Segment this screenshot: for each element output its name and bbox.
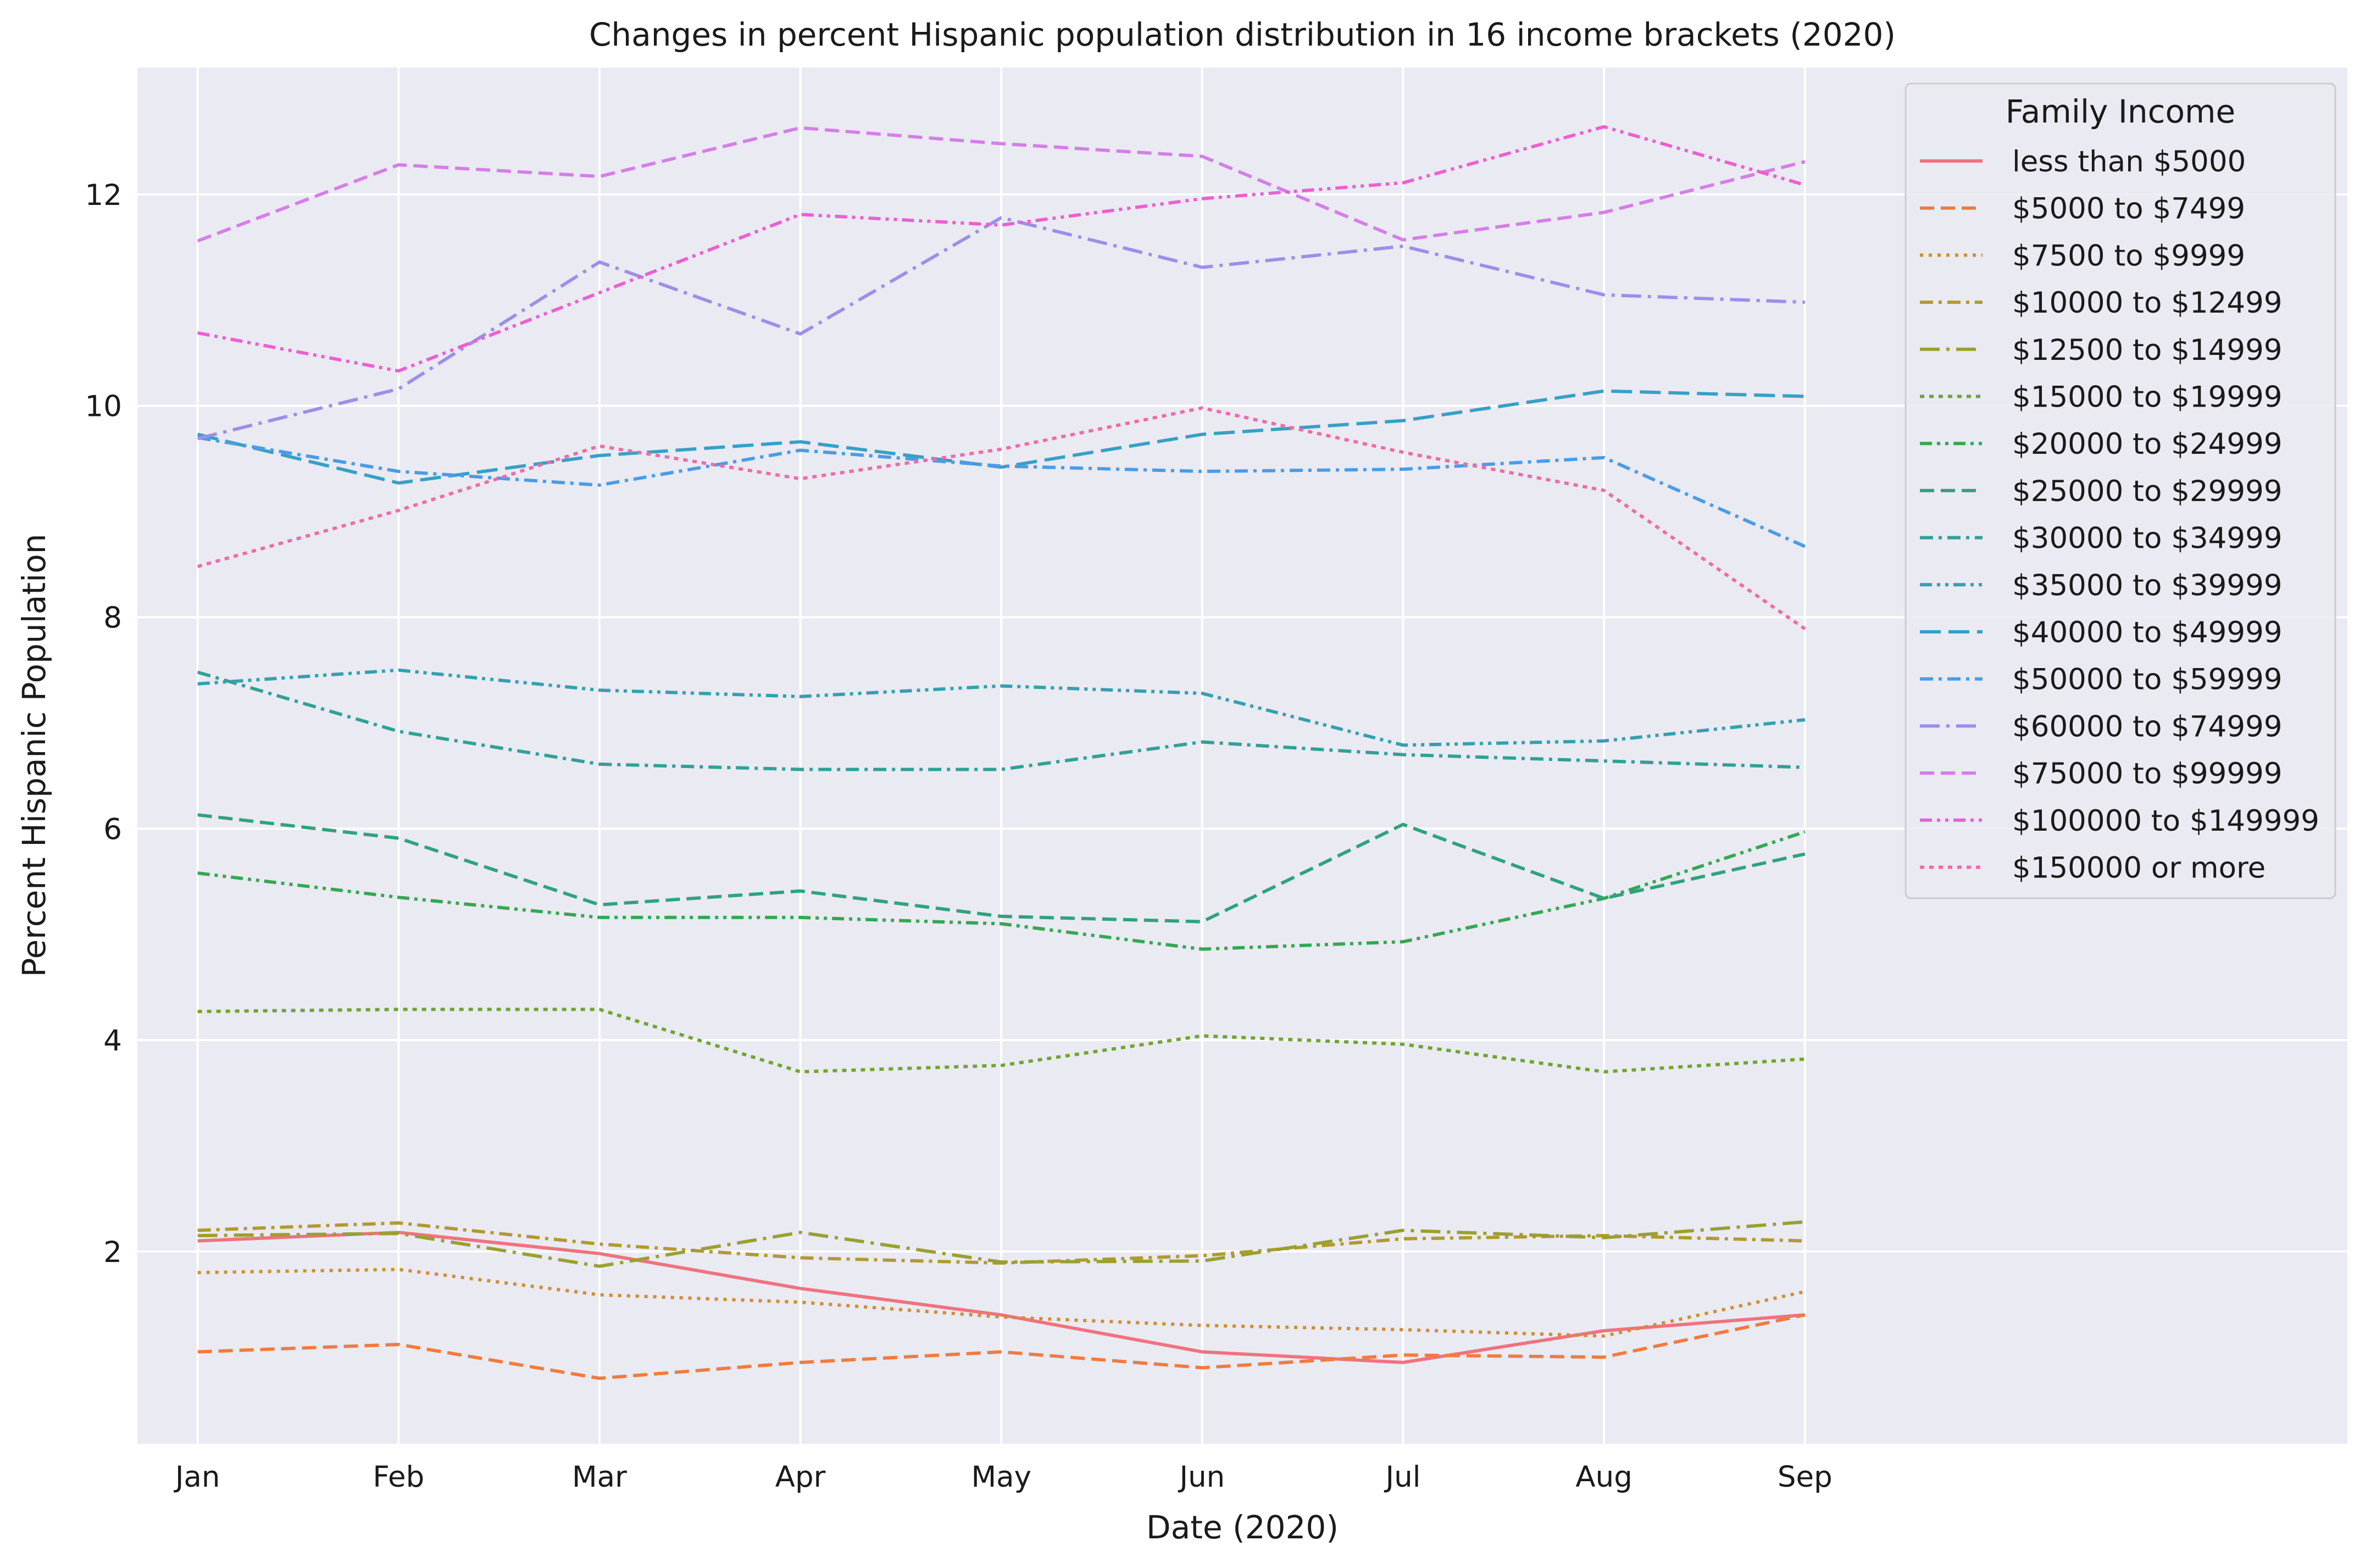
legend-entry-label: $15000 to $19999: [2012, 381, 2283, 414]
series-line: [197, 813, 1806, 924]
x-tick-label: Sep: [1778, 1460, 1833, 1494]
legend-entry-label: less than $5000: [2012, 145, 2246, 179]
series-line: [197, 389, 1805, 485]
y-axis-label: Percent Hispanic Population: [15, 534, 53, 977]
legend-entry-label: $10000 to $12499: [2012, 286, 2283, 320]
legend-entry-label: $40000 to $49999: [2012, 616, 2283, 649]
series-layer: [197, 125, 1806, 1380]
legend-box: [1904, 82, 2336, 899]
x-tick-label: May: [971, 1460, 1031, 1494]
series-line: [197, 668, 1806, 747]
legend-items: less than $5000 $5000 to $7499 $7500 to $9…: [1920, 145, 2319, 885]
legend-entry-label: $150000 or more: [2012, 852, 2266, 885]
series-line: [197, 406, 1806, 631]
x-axis-label: Date (2020): [1146, 1509, 1339, 1546]
x-tick-label: Jun: [1178, 1460, 1225, 1494]
legend-entry-label: $12500 to $14999: [2012, 333, 2283, 367]
y-tick-label: 8: [103, 601, 122, 635]
x-tick-label: Feb: [373, 1460, 424, 1494]
y-tick-label: 12: [85, 179, 122, 212]
legend-title: Family Income: [2006, 93, 2236, 130]
x-tick-label: Apr: [775, 1460, 826, 1494]
series-line: [197, 1008, 1805, 1074]
ticks-layer: Jan Feb Mar Apr May Jun Jul Aug Sep 2 4 6 8 10 12: [85, 179, 1833, 1494]
series-line: [197, 216, 1805, 441]
legend-entry-label: $100000 to $149999: [2012, 804, 2319, 838]
series-line: [197, 436, 1806, 548]
series-line: [197, 1313, 1806, 1380]
legend-entry-label: $35000 to $39999: [2012, 569, 2283, 602]
series-line: [197, 830, 1806, 951]
series-line: [197, 1231, 1806, 1364]
series-line: [197, 1220, 1806, 1268]
legend-entry-label: $50000 to $59999: [2012, 663, 2283, 697]
legend-entry-label: $25000 to $29999: [2012, 475, 2283, 508]
legend-entry-label: $60000 to $74999: [2012, 710, 2283, 743]
y-tick-label: 10: [85, 390, 122, 424]
x-tick-label: Jan: [174, 1460, 220, 1494]
chart-title: Changes in percent Hispanic population d…: [589, 16, 1896, 53]
y-tick-label: 6: [103, 813, 122, 846]
x-tick-label: Aug: [1575, 1460, 1633, 1494]
series-line: [197, 126, 1806, 243]
legend-entry-label: $7500 to $9999: [2012, 239, 2245, 273]
y-tick-label: 2: [103, 1236, 122, 1269]
x-tick-label: Mar: [572, 1460, 627, 1494]
legend-entry-label: $75000 to $99999: [2012, 757, 2283, 791]
x-tick-label: Jul: [1384, 1460, 1421, 1494]
legend-entry-label: $5000 to $7499: [2012, 192, 2245, 226]
series-line: [197, 670, 1805, 771]
legend: Family Income less than $5000 $5000 to $7…: [1904, 82, 2336, 899]
y-tick-label: 4: [103, 1024, 122, 1058]
legend-entry-label: $30000 to $34999: [2012, 522, 2283, 555]
legend-entry-label: $20000 to $24999: [2012, 427, 2283, 461]
series-line: [197, 125, 1806, 373]
